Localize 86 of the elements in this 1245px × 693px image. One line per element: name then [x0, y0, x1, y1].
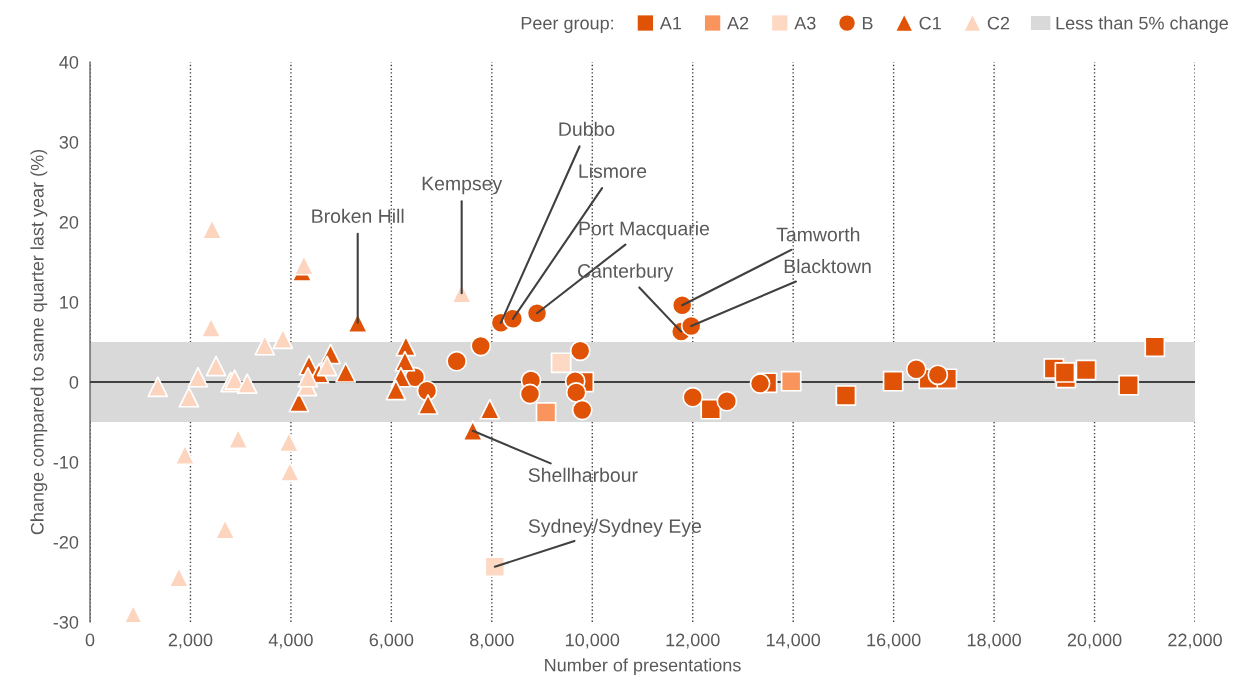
annotation: Kempsey — [422, 176, 503, 195]
y-tick-label: -20 — [53, 535, 79, 549]
y-tick-label: 40 — [59, 55, 79, 69]
y-tick-label: -30 — [53, 615, 79, 629]
point — [200, 317, 222, 339]
point — [395, 335, 417, 357]
point — [335, 361, 357, 383]
point — [680, 315, 702, 337]
point — [205, 355, 227, 377]
x-tick-label: 18,000 — [967, 633, 1021, 649]
point — [550, 352, 572, 374]
y-tick-label: 0 — [69, 375, 79, 389]
point — [780, 370, 802, 392]
x-tick-label: 4,000 — [268, 633, 313, 649]
point — [749, 373, 771, 395]
x-tick-label: 16,000 — [867, 633, 921, 649]
x-tick-label: 20,000 — [1067, 633, 1122, 649]
x-tick-label: 12,000 — [666, 633, 720, 649]
y-tick-label: 10 — [60, 295, 79, 309]
point — [417, 393, 439, 415]
point — [526, 302, 548, 324]
point — [178, 386, 200, 408]
annotation: Broken Hill — [312, 208, 404, 224]
point — [254, 334, 276, 356]
point — [671, 294, 693, 316]
point — [716, 390, 738, 412]
annotation: Dubbo — [559, 121, 615, 137]
point — [905, 358, 927, 380]
point — [385, 379, 407, 401]
legend-label: C2 — [987, 16, 1010, 30]
point — [571, 399, 593, 421]
legend-label: C1 — [919, 16, 941, 30]
annotation: Blacktown — [784, 258, 871, 274]
x-tick-label: 0 — [85, 633, 95, 647]
point — [279, 461, 301, 483]
point — [147, 376, 169, 398]
point — [535, 401, 557, 423]
legend-title: Peer group: — [521, 16, 614, 34]
x-tick-label: 8,000 — [470, 633, 514, 649]
point — [1118, 374, 1140, 396]
point — [682, 386, 704, 408]
x-tick-label: 10,000 — [566, 633, 620, 649]
point — [1075, 359, 1097, 381]
y-tick-label: 20 — [59, 215, 79, 229]
y-tick-label: 30 — [59, 135, 79, 149]
point — [227, 428, 249, 450]
point — [297, 366, 319, 388]
point — [569, 340, 591, 362]
point — [882, 370, 904, 392]
point — [272, 328, 294, 350]
legend-label: Less than 5% change — [1056, 16, 1228, 34]
legend-label: A2 — [727, 16, 749, 30]
legend-label: B — [862, 16, 873, 30]
point — [470, 335, 492, 357]
point — [1144, 336, 1166, 358]
point — [278, 431, 300, 453]
annotation: Sydney/Sydney Eye — [528, 518, 701, 537]
point — [565, 381, 587, 403]
point — [394, 350, 416, 372]
point — [484, 556, 506, 578]
x-tick-label: 14,000 — [766, 633, 821, 649]
y-axis-title: Change compared to same quarter last year (%) — [30, 149, 48, 535]
x-axis-title: Number of presentations — [545, 658, 741, 676]
legend-label: A1 — [659, 16, 682, 30]
annotation: Tamworth — [776, 227, 860, 242]
legend-label: A3 — [794, 16, 816, 30]
point — [479, 398, 501, 420]
point — [519, 383, 541, 405]
x-tick-label: 22,000 — [1168, 633, 1222, 649]
point — [1054, 361, 1076, 383]
annotation: Lismore — [579, 163, 647, 179]
y-tick-label: -10 — [53, 455, 79, 469]
point — [835, 385, 857, 407]
point — [168, 566, 190, 588]
point — [700, 398, 722, 420]
x-tick-label: 6,000 — [369, 633, 414, 649]
annotation: Port Macquarie — [579, 221, 710, 240]
point — [446, 350, 468, 372]
point — [927, 364, 949, 386]
point — [187, 366, 209, 388]
point — [316, 355, 338, 377]
point — [236, 373, 258, 395]
point — [174, 444, 196, 466]
x-tick-label: 2,000 — [168, 633, 213, 649]
point — [462, 420, 484, 442]
annotation: Shellharbour — [528, 467, 638, 483]
